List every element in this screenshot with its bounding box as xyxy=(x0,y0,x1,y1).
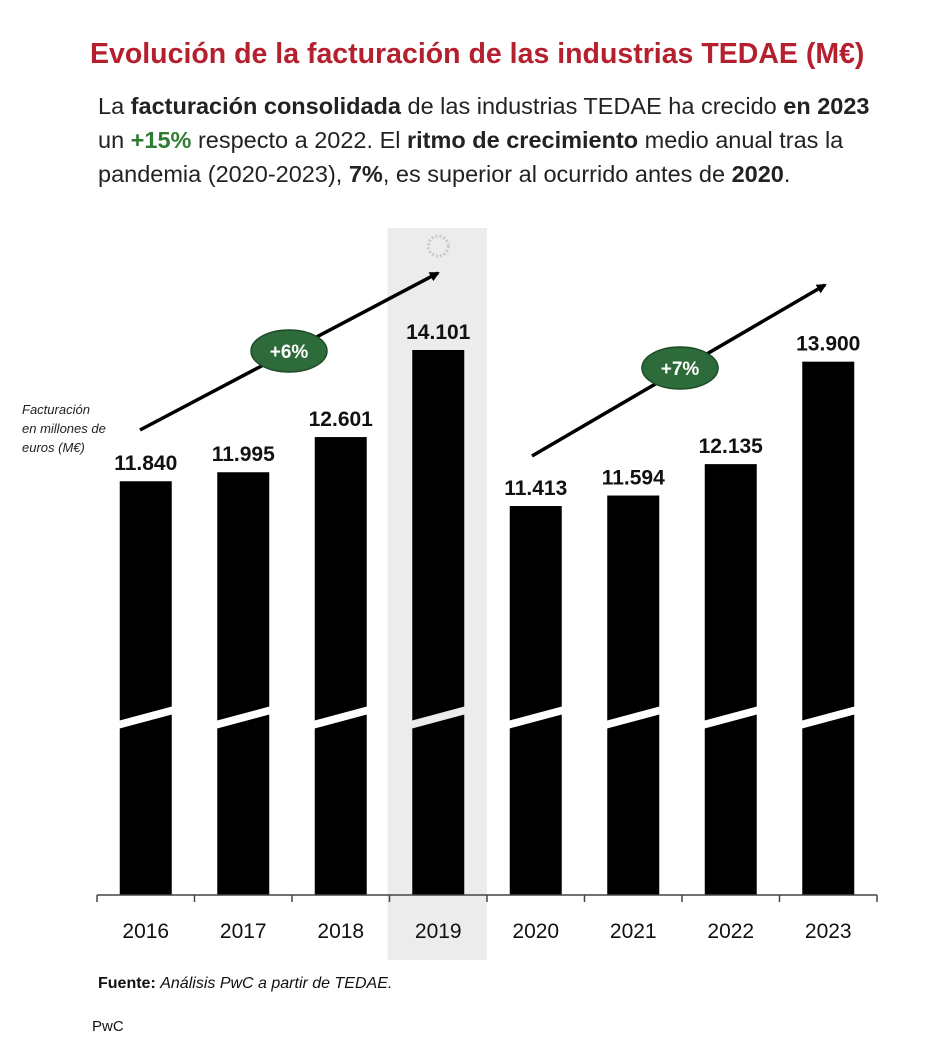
bar xyxy=(217,472,270,895)
axis-break-mark xyxy=(312,706,369,729)
lead-bold-3: ritmo de crecimiento xyxy=(407,127,639,153)
bar-value-label: 12.135 xyxy=(699,435,764,458)
x-tick-label: 2021 xyxy=(610,920,657,943)
lead-text-3: un xyxy=(98,127,131,153)
brand-label: PwC xyxy=(92,1018,124,1035)
virus-icon xyxy=(426,234,450,258)
growth-badge xyxy=(641,346,719,390)
x-tick-label: 2017 xyxy=(220,920,267,943)
axis-break-mark xyxy=(117,706,174,729)
growth-badge-label: +6% xyxy=(270,342,309,363)
lead-percent: +15% xyxy=(130,127,192,153)
bar xyxy=(607,495,660,895)
chart-title: Evolución de la facturación de las indus… xyxy=(90,38,865,70)
bar xyxy=(509,506,562,895)
bar-value-label: 11.413 xyxy=(504,477,567,500)
bar-value-label: 11.594 xyxy=(602,467,665,490)
y-axis-label: euros (M€) xyxy=(22,440,85,455)
axis-break-mark xyxy=(702,706,759,729)
bar xyxy=(802,361,855,895)
growth-badge xyxy=(250,329,328,373)
bar xyxy=(412,350,465,895)
axis-break-mark xyxy=(215,706,272,729)
growth-badge-label: +7% xyxy=(661,359,700,380)
y-axis-label: en millones de xyxy=(22,421,106,436)
lead-text-6: , es superior al ocurrido antes de xyxy=(382,161,732,187)
bar xyxy=(314,437,367,895)
bar-value-label: 11.995 xyxy=(212,443,275,466)
lead-text-5: medio anual tras la pandemia (2020-2023)… xyxy=(98,127,844,187)
bar-value-label: 13.900 xyxy=(796,333,860,356)
lead-text-7: . xyxy=(783,161,791,187)
lead-bold-4: 7% xyxy=(348,161,383,187)
x-tick-label: 2022 xyxy=(707,920,754,943)
lead-text-2: de las industrias TEDAE ha crecido xyxy=(400,93,784,119)
axis-break-mark xyxy=(605,706,662,729)
lead-bold-1: facturación consolidada xyxy=(130,93,401,119)
x-tick-label: 2023 xyxy=(805,920,852,943)
lead-text-4: respecto a 2022. El xyxy=(191,127,407,153)
lead-text-1: La xyxy=(98,93,131,119)
bar xyxy=(704,464,757,895)
lead-bold-2: en 2023 xyxy=(783,93,870,119)
source-text: Análisis PwC a partir de TEDAE. xyxy=(160,975,393,992)
axis-break-mark xyxy=(800,706,857,729)
x-tick-label: 2016 xyxy=(122,920,169,943)
source-note: Fuente: Análisis PwC a partir de TEDAE. xyxy=(98,975,392,993)
lead-paragraph: La facturación consolidada de las indust… xyxy=(98,89,888,191)
bar-value-label: 12.601 xyxy=(309,408,374,431)
lead-bold-5: 2020 xyxy=(731,161,784,187)
axis-break-mark xyxy=(410,706,467,729)
bar-value-label: 14.101 xyxy=(406,321,471,344)
y-axis-label: Facturación xyxy=(22,402,90,417)
x-tick-label: 2018 xyxy=(317,920,364,943)
x-tick-label: 2019 xyxy=(415,920,462,943)
bar-value-label: 11.840 xyxy=(114,452,177,475)
source-label: Fuente: xyxy=(98,975,156,992)
x-tick-label: 2020 xyxy=(512,920,559,943)
bar xyxy=(119,481,172,895)
axis-break-mark xyxy=(507,706,564,729)
